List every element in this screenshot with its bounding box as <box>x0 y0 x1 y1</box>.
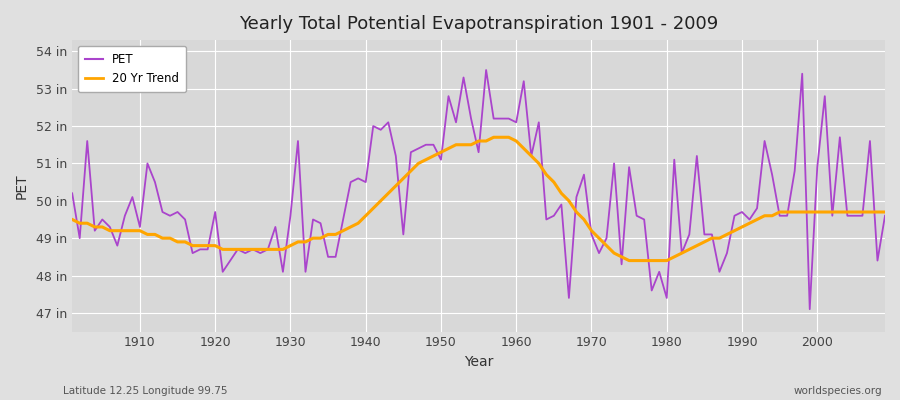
Text: Latitude 12.25 Longitude 99.75: Latitude 12.25 Longitude 99.75 <box>63 386 228 396</box>
Y-axis label: PET: PET <box>15 173 29 199</box>
Title: Yearly Total Potential Evapotranspiration 1901 - 2009: Yearly Total Potential Evapotranspiratio… <box>239 15 718 33</box>
Text: worldspecies.org: worldspecies.org <box>794 386 882 396</box>
Legend: PET, 20 Yr Trend: PET, 20 Yr Trend <box>78 46 186 92</box>
X-axis label: Year: Year <box>464 355 493 369</box>
